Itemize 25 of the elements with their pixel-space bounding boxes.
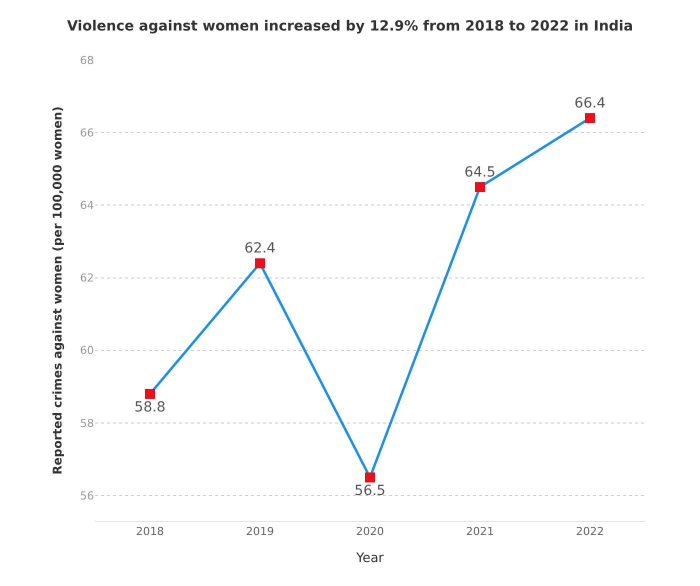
- y-tick-label: 64: [80, 199, 94, 212]
- y-tick-label: 68: [80, 54, 94, 67]
- x-tick-label: 2019: [246, 525, 274, 538]
- x-tick-label: 2021: [466, 525, 494, 538]
- data-label: 66.4: [574, 95, 606, 112]
- chart-title: Violence against women increased by 12.9% from 2018 to 2022 in India: [66, 18, 634, 34]
- y-axis-title: Reported crimes against women (per 100,000 women): [50, 106, 64, 475]
- y-tick-label: 66: [80, 126, 94, 140]
- x-axis-title: Year: [355, 550, 384, 566]
- y-tick-label: 56: [80, 489, 94, 502]
- y-tick-label: 60: [80, 344, 94, 358]
- y-tick-label: 62: [80, 272, 94, 285]
- y-tick-label: 58: [80, 416, 94, 430]
- data-label: 62.4: [244, 240, 276, 257]
- data-label: 64.5: [464, 164, 496, 180]
- x-tick-label: 2022: [576, 525, 604, 538]
- point: [365, 472, 375, 482]
- x-tick-label: 2020: [356, 525, 384, 538]
- data-label: 58.8: [134, 400, 166, 416]
- point: [255, 258, 265, 268]
- point: [475, 182, 485, 192]
- x-tick-label: 2018: [136, 525, 164, 538]
- point: [585, 113, 595, 124]
- data-label: 56.5: [354, 483, 386, 500]
- point: [145, 388, 155, 399]
